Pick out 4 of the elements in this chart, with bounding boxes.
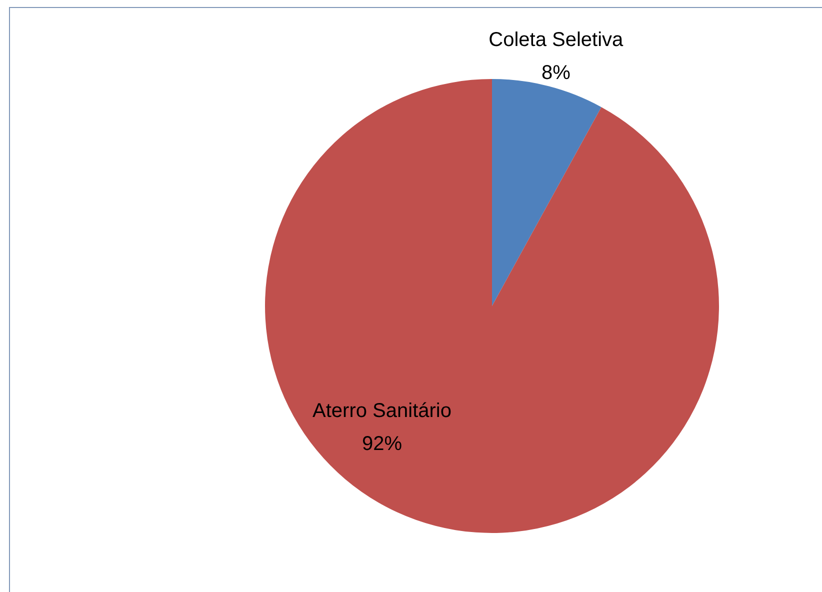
- slice-label: Coleta Seletiva: [488, 29, 624, 52]
- slice-label: Aterro Sanitário: [312, 400, 452, 422]
- data-label: 8%: [541, 62, 571, 84]
- data-label: 92%: [362, 433, 402, 456]
